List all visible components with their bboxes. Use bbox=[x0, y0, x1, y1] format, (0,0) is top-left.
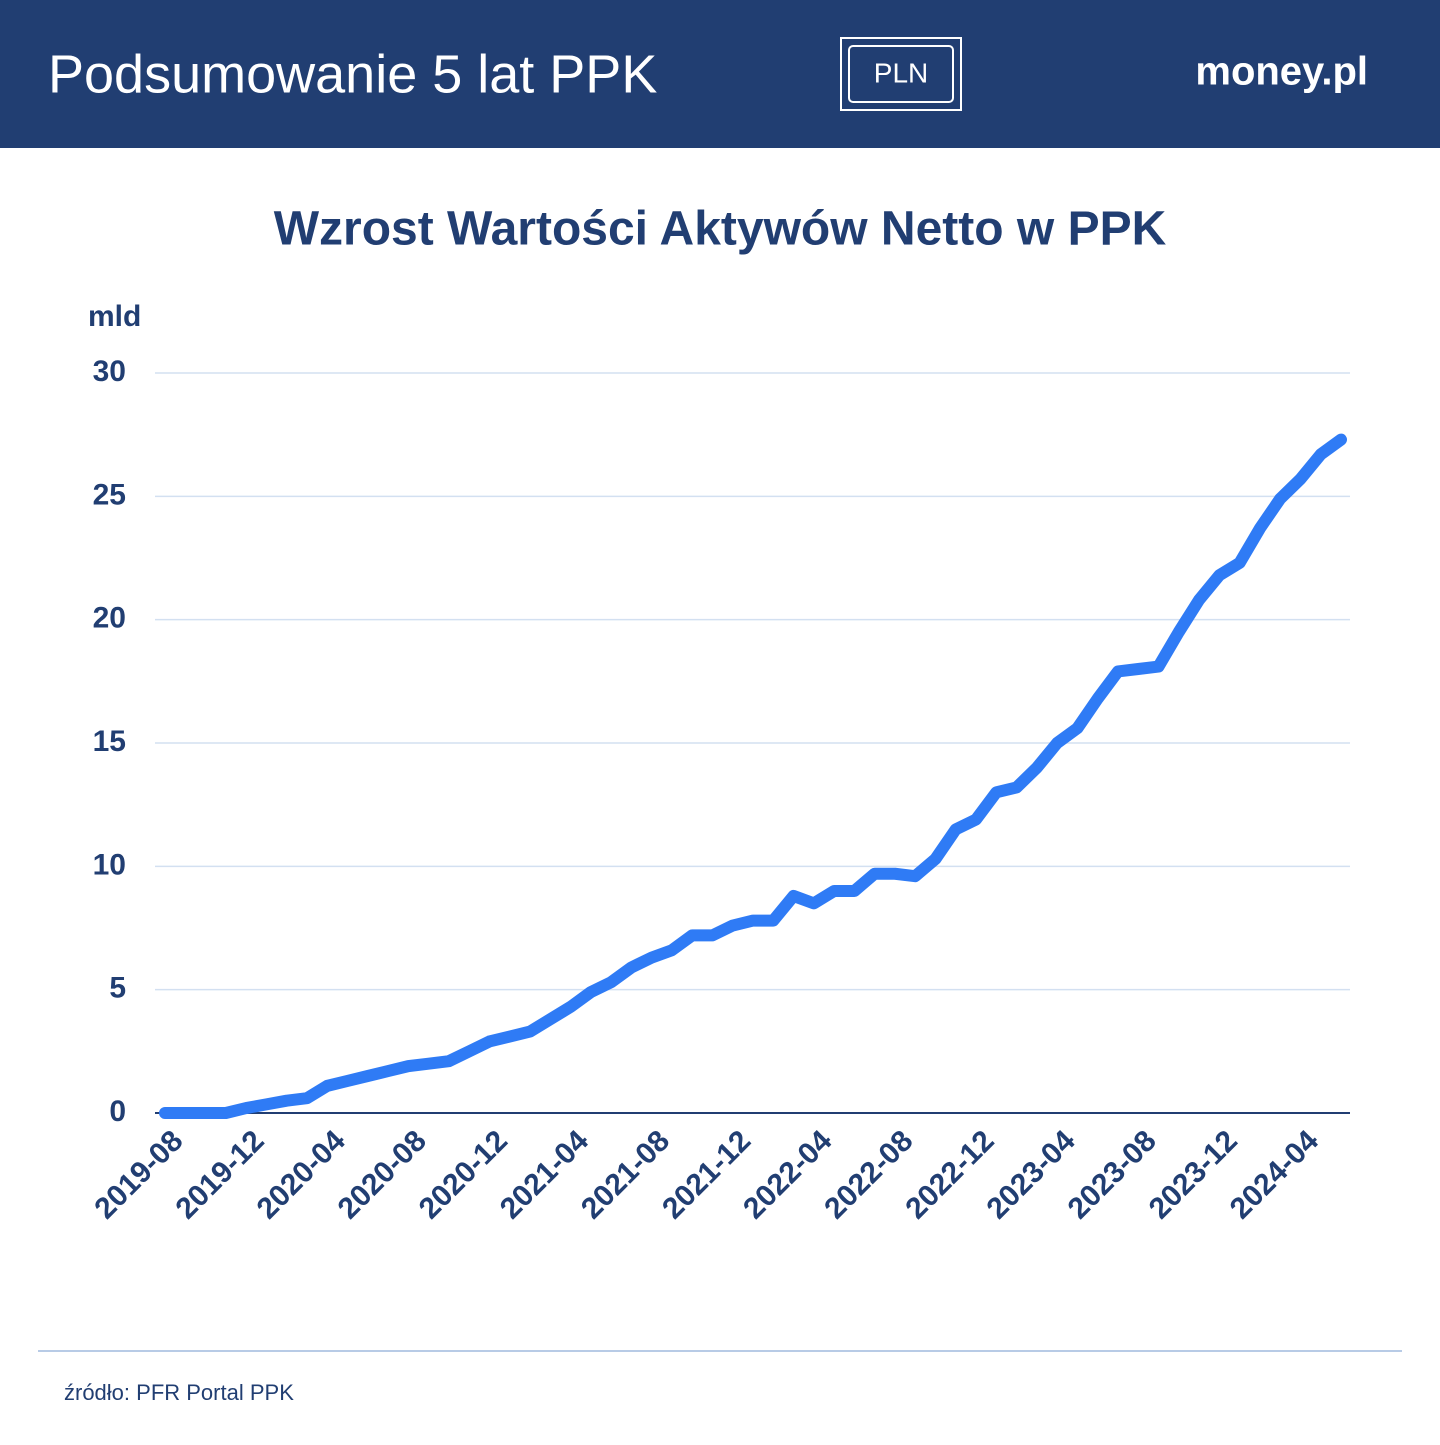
y-tick-label: 5 bbox=[109, 972, 126, 1005]
brand: money.pl bbox=[1195, 50, 1368, 94]
header-band bbox=[0, 0, 1440, 148]
x-tick-label: 2022-08 bbox=[818, 1124, 919, 1225]
y-tick-label: 15 bbox=[93, 725, 126, 758]
x-tick-label: 2023-12 bbox=[1143, 1124, 1244, 1225]
data-line bbox=[159, 433, 1347, 1119]
x-tick-label: 2023-08 bbox=[1062, 1124, 1163, 1225]
x-tick-label: 2019-08 bbox=[88, 1124, 189, 1225]
x-tick-label: 2020-12 bbox=[413, 1124, 514, 1225]
x-tick-label: 2021-04 bbox=[494, 1124, 595, 1225]
x-tick-label: 2022-12 bbox=[899, 1124, 1000, 1225]
y-tick-label: 10 bbox=[93, 848, 126, 881]
header-title: Podsumowanie 5 lat PPK bbox=[48, 44, 657, 104]
x-tick-label: 2021-12 bbox=[656, 1124, 757, 1225]
x-tick-label: 2022-04 bbox=[737, 1124, 838, 1225]
x-tick-label: 2021-08 bbox=[575, 1124, 676, 1225]
x-tick-label: 2023-04 bbox=[980, 1124, 1081, 1225]
y-tick-label: 30 bbox=[93, 355, 126, 388]
x-tick-label: 2020-08 bbox=[332, 1124, 433, 1225]
x-tick-label: 2019-12 bbox=[169, 1124, 270, 1225]
source: źródło: PFR Portal PPK bbox=[64, 1380, 294, 1405]
badge-text: PLN bbox=[874, 57, 928, 88]
y-axis-label: mld bbox=[88, 300, 141, 333]
x-tick-label: 2020-04 bbox=[251, 1124, 352, 1225]
x-tick-label: 2024-04 bbox=[1224, 1124, 1325, 1225]
y-tick-label: 20 bbox=[93, 602, 126, 635]
chart-title: Wzrost Wartości Aktywów Netto w PPK bbox=[274, 203, 1167, 256]
badge-frame bbox=[840, 37, 962, 111]
y-tick-label: 0 bbox=[109, 1095, 126, 1128]
badge-inner bbox=[848, 45, 954, 103]
y-tick-label: 25 bbox=[93, 478, 126, 511]
